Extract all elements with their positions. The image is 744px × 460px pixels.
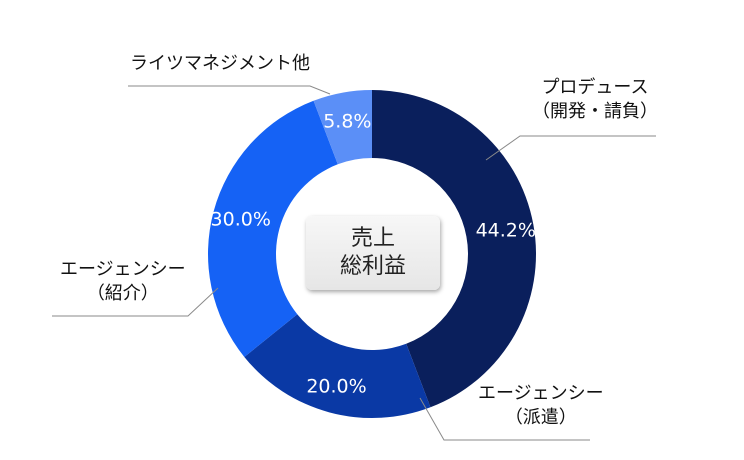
center-label-line-1: 売上 bbox=[350, 226, 395, 251]
legend-label-produce-line-1: プロデュース bbox=[541, 77, 649, 98]
leader-line-rights-management bbox=[128, 85, 331, 95]
slice-agency-referral bbox=[208, 100, 338, 357]
center-label-line-2: 総利益 bbox=[339, 254, 406, 279]
legend-label-agency-referral-line-1: エージェンシー bbox=[60, 259, 186, 280]
value-label-produce: 44.2% bbox=[476, 219, 536, 241]
legend-label-agency-referral-line-2: （紹介） bbox=[86, 283, 159, 304]
legend-label-agency-dispatch-line-1: エージェンシー bbox=[478, 383, 604, 404]
slice-rights-management bbox=[313, 90, 372, 165]
legend-label-agency-dispatch: エージェンシー （派遣） bbox=[478, 382, 604, 430]
leader-line-agency-dispatch bbox=[419, 397, 590, 441]
legend-label-rights-management: ライツマネジメント他 bbox=[130, 52, 310, 76]
slice-agency-dispatch bbox=[244, 314, 431, 418]
slice-produce bbox=[372, 90, 536, 408]
value-label-agency-referral: 30.0% bbox=[211, 209, 271, 231]
legend-label-rights-management-line-1: ライツマネジメント他 bbox=[130, 53, 310, 74]
legend-label-agency-referral: エージェンシー （紹介） bbox=[60, 258, 186, 306]
legend-label-produce: プロデュース （開発・請負） bbox=[532, 76, 658, 124]
center-label-box: 売上 総利益 bbox=[306, 216, 440, 290]
value-label-agency-dispatch: 20.0% bbox=[306, 375, 366, 397]
legend-label-produce-line-2: （開発・請負） bbox=[532, 101, 658, 122]
legend-label-agency-dispatch-line-2: （派遣） bbox=[504, 407, 577, 428]
leader-line-agency-referral bbox=[52, 287, 219, 317]
leader-line-produce bbox=[485, 135, 656, 161]
value-label-rights-management: 5.8% bbox=[323, 110, 371, 132]
